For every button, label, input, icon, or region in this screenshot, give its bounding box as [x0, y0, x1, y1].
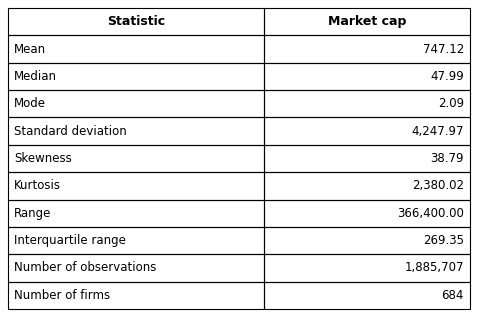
- Bar: [264, 281, 470, 309]
- Text: 366,400.00: 366,400.00: [397, 207, 464, 220]
- Text: 2,380.02: 2,380.02: [412, 179, 464, 192]
- Bar: [264, 199, 470, 227]
- Text: Mean: Mean: [14, 42, 46, 55]
- Bar: [264, 8, 470, 36]
- Bar: [8, 281, 264, 309]
- Bar: [264, 254, 470, 281]
- Bar: [8, 63, 264, 90]
- Bar: [264, 90, 470, 118]
- Text: Mode: Mode: [14, 97, 46, 110]
- Bar: [8, 90, 264, 118]
- Text: Number of observations: Number of observations: [14, 262, 156, 275]
- Bar: [8, 36, 264, 63]
- Text: 269.35: 269.35: [423, 234, 464, 247]
- Text: Standard deviation: Standard deviation: [14, 125, 127, 138]
- Text: Skewness: Skewness: [14, 152, 72, 165]
- Text: 684: 684: [442, 289, 464, 302]
- Text: 38.79: 38.79: [431, 152, 464, 165]
- Text: 2.09: 2.09: [438, 97, 464, 110]
- Bar: [264, 36, 470, 63]
- Bar: [8, 145, 264, 172]
- Bar: [264, 118, 470, 145]
- Text: 47.99: 47.99: [430, 70, 464, 83]
- Text: 747.12: 747.12: [423, 42, 464, 55]
- Bar: [8, 8, 264, 36]
- Bar: [264, 63, 470, 90]
- Text: 1,885,707: 1,885,707: [404, 262, 464, 275]
- Text: Range: Range: [14, 207, 51, 220]
- Bar: [8, 254, 264, 281]
- Text: 4,247.97: 4,247.97: [412, 125, 464, 138]
- Text: Interquartile range: Interquartile range: [14, 234, 126, 247]
- Text: Kurtosis: Kurtosis: [14, 179, 61, 192]
- Bar: [264, 227, 470, 254]
- Text: Median: Median: [14, 70, 57, 83]
- Bar: [8, 172, 264, 199]
- Text: Statistic: Statistic: [107, 15, 165, 28]
- Bar: [8, 199, 264, 227]
- Text: Market cap: Market cap: [328, 15, 406, 28]
- Bar: [264, 172, 470, 199]
- Bar: [8, 118, 264, 145]
- Bar: [264, 145, 470, 172]
- Bar: [8, 227, 264, 254]
- Text: Number of firms: Number of firms: [14, 289, 110, 302]
